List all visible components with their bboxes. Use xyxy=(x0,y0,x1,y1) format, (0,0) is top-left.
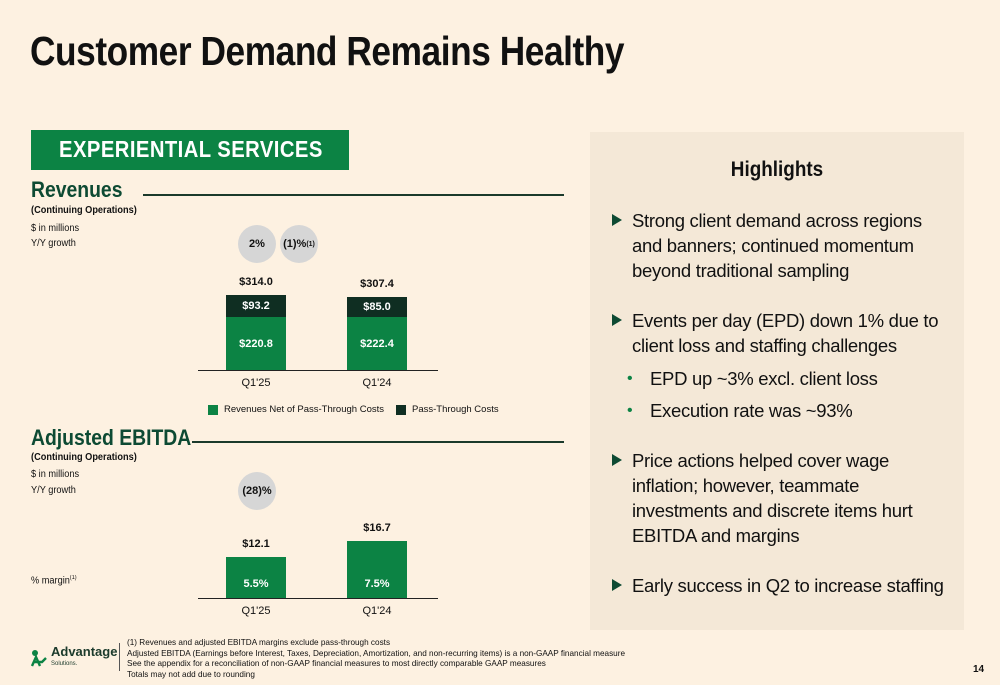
footnote: (1) Revenues and adjusted EBITDA margins… xyxy=(127,638,391,647)
highlights-list: Strong client demand across regions and … xyxy=(612,208,952,623)
bar-segment: $220.8 xyxy=(226,317,286,370)
bullet-triangle-icon xyxy=(612,214,622,226)
revenues-units: $ in millions xyxy=(31,223,80,234)
footnote: Totals may not add due to rounding xyxy=(127,669,255,679)
footnotes: (1) Revenues and adjusted EBITDA margins… xyxy=(127,638,625,680)
bullet-dot-icon: • xyxy=(627,402,633,419)
bar-value-label: $16.7 xyxy=(363,522,391,535)
category-label: Q1'25 xyxy=(241,377,271,389)
bullet-triangle-icon xyxy=(612,314,622,326)
footnote: Adjusted EBITDA (Earnings before Interes… xyxy=(127,648,626,658)
highlight-subitem: • EPD up ~3% excl. client loss xyxy=(612,366,952,391)
category-label: Q1'24 xyxy=(362,605,392,617)
highlight-subitem: • Execution rate was ~93% xyxy=(612,398,952,423)
ebitda-title: Adjusted EBITDA xyxy=(31,425,192,450)
page-number: 14 xyxy=(973,664,985,675)
highlight-subtext: Execution rate was ~93% xyxy=(650,400,853,421)
bar xyxy=(347,541,407,598)
highlight-text: Strong client demand across regions and … xyxy=(632,210,922,281)
revenues-title: Revenues xyxy=(31,177,123,202)
bar-segment: $93.2 xyxy=(226,295,286,318)
growth-bubble: (1)% (1) xyxy=(280,225,318,263)
growth-bubble: (28)% xyxy=(238,472,276,510)
category-label: Q1'24 xyxy=(362,377,392,389)
growth-value: (1)% xyxy=(283,238,307,250)
highlight-item: Price actions helped cover wage inflatio… xyxy=(612,448,952,548)
highlight-item: Early success in Q2 to increase staffing xyxy=(612,573,952,598)
highlight-subtext: EPD up ~3% excl. client loss xyxy=(650,368,878,389)
bar-segment: $85.0 xyxy=(347,296,407,318)
category-label: Q1'25 xyxy=(241,605,271,617)
ebitda-subtitle: (Continuing Operations) xyxy=(31,452,137,463)
highlight-item: Events per day (EPD) down 1% due to clie… xyxy=(612,308,952,358)
page-title: Customer Demand Remains Healthy xyxy=(30,28,625,74)
highlight-text: Early success in Q2 to increase staffing xyxy=(632,575,944,596)
bullet-triangle-icon xyxy=(612,454,622,466)
highlights-title: Highlights xyxy=(730,158,824,181)
growth-value: 2% xyxy=(249,238,265,250)
margin-label: % margin(1) xyxy=(31,575,77,586)
highlight-text: Events per day (EPD) down 1% due to clie… xyxy=(632,310,939,356)
revenues-rule xyxy=(143,194,564,196)
footnote-marker: (1) xyxy=(69,575,77,581)
x-axis xyxy=(198,598,438,599)
footer-divider xyxy=(119,643,120,671)
bar-total-label: $314.0 xyxy=(239,276,273,289)
legend-swatch xyxy=(208,404,218,415)
growth-value: (28)% xyxy=(242,485,272,497)
logo-name: Advantage xyxy=(51,644,118,659)
bullet-triangle-icon xyxy=(612,579,622,591)
section-banner-label: EXPERIENTIAL SERVICES xyxy=(59,136,323,162)
bar-value-label: $12.1 xyxy=(242,537,270,550)
bar xyxy=(226,556,286,598)
bullet-dot-icon: • xyxy=(627,370,633,387)
company-logo: Advantage Solutions. xyxy=(30,645,117,671)
revenues-growth-label: Y/Y growth xyxy=(31,238,76,249)
ebitda-units: $ in millions xyxy=(31,469,80,480)
logo-icon xyxy=(30,650,47,667)
logo-sub: Solutions. xyxy=(51,661,78,667)
revenues-legend: Revenues Net of Pass-Through Costs Pass-… xyxy=(208,404,499,415)
highlight-text: Price actions helped cover wage inflatio… xyxy=(632,450,913,546)
revenues-subtitle: (Continuing Operations) xyxy=(31,205,137,216)
margin-value: 5.5% xyxy=(243,578,269,590)
legend-label: Revenues Net of Pass-Through Costs xyxy=(224,404,384,415)
footnote: See the appendix for a reconciliation of… xyxy=(127,659,546,668)
legend-label: Pass-Through Costs xyxy=(412,404,499,415)
margin-label-text: % margin xyxy=(31,575,70,587)
bar-total-label: $307.4 xyxy=(360,277,394,290)
highlight-item: Strong client demand across regions and … xyxy=(612,208,952,283)
growth-bubble: 2% xyxy=(238,225,276,263)
x-axis xyxy=(198,370,438,371)
footnote-marker: (1) xyxy=(306,240,315,248)
logo-text: Advantage Solutions. xyxy=(51,645,117,671)
ebitda-growth-label: Y/Y growth xyxy=(31,485,76,496)
ebitda-rule xyxy=(192,441,564,443)
margin-value: 7.5% xyxy=(364,578,390,590)
section-banner: EXPERIENTIAL SERVICES xyxy=(31,130,349,170)
bar-segment: $222.4 xyxy=(347,317,407,370)
highlights-panel: Highlights Strong client demand across r… xyxy=(590,132,964,630)
legend-swatch xyxy=(396,404,406,415)
